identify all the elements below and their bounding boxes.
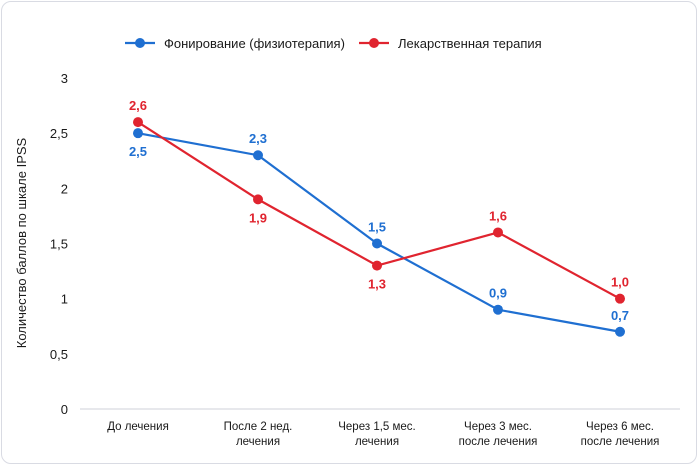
series-1: 2,6 1,9 1,3 1,6 1,0 — [129, 98, 629, 304]
data-point — [253, 194, 263, 205]
data-label: 1,0 — [611, 275, 629, 290]
data-point — [493, 304, 503, 315]
y-tick-label: 2 — [61, 181, 68, 196]
data-label: 1,6 — [489, 208, 507, 223]
x-tick-label: Через 3 мес. — [464, 421, 532, 433]
series-layer: 2,5 2,3 1,5 0,9 0,7 2,6 1,9 1,3 1,6 1,0 — [129, 98, 629, 337]
data-point — [615, 293, 625, 304]
y-tick-label: 1 — [61, 292, 68, 307]
x-ticks: До лечения После 2 нед. лечения Через 1,5 м… — [107, 421, 659, 448]
series-line — [137, 121, 621, 300]
data-label: 2,6 — [129, 98, 147, 113]
x-tick-label: Через 6 мес. — [586, 421, 654, 433]
x-tick-label: Через 1,5 мес. — [338, 421, 416, 433]
series-0: 2,5 2,3 1,5 0,9 0,7 — [129, 128, 629, 337]
y-tick-label: 1,5 — [50, 237, 68, 252]
x-tick-label: После 2 нед. — [224, 421, 293, 433]
axes: Количество баллов по шкале IPSS — [14, 137, 680, 410]
y-tick-label: 0,5 — [50, 347, 68, 362]
x-tick-label: лечения — [236, 436, 280, 448]
data-label: 1,9 — [249, 210, 267, 225]
data-label: 1,5 — [368, 220, 386, 235]
data-point — [133, 128, 143, 139]
legend-marker — [369, 38, 379, 48]
y-axis-label: Количество баллов по шкале IPSS — [14, 137, 29, 348]
x-tick-label: после лечения — [581, 436, 660, 448]
data-label: 2,5 — [129, 144, 147, 159]
legend-label: Лекарственная терапия — [398, 36, 542, 51]
y-tick-label: 3 — [61, 71, 68, 86]
legend-item: Лекарственная терапия — [359, 36, 542, 51]
data-label: 0,9 — [489, 286, 507, 301]
data-point — [372, 260, 382, 271]
legend: Фонирование (физиотерапия) Лекарственная … — [125, 36, 542, 51]
legend-item: Фонирование (физиотерапия) — [125, 36, 345, 51]
data-point — [133, 117, 143, 128]
data-label: 0,7 — [611, 308, 629, 323]
y-tick-label: 2,5 — [50, 126, 68, 141]
y-tick-label: 0 — [61, 402, 68, 417]
data-point — [372, 238, 382, 249]
x-tick-label: До лечения — [107, 421, 169, 433]
x-tick-label: после лечения — [459, 436, 538, 448]
y-ticks: 0 0,5 1 1,5 2 2,5 3 — [50, 71, 68, 417]
data-label: 2,3 — [249, 131, 267, 146]
data-point — [615, 326, 625, 337]
data-label: 1,3 — [368, 277, 386, 292]
legend-marker — [135, 38, 145, 48]
legend-label: Фонирование (физиотерапия) — [164, 36, 345, 51]
data-point — [253, 150, 263, 161]
x-tick-label: лечения — [355, 436, 399, 448]
data-point — [493, 227, 503, 238]
